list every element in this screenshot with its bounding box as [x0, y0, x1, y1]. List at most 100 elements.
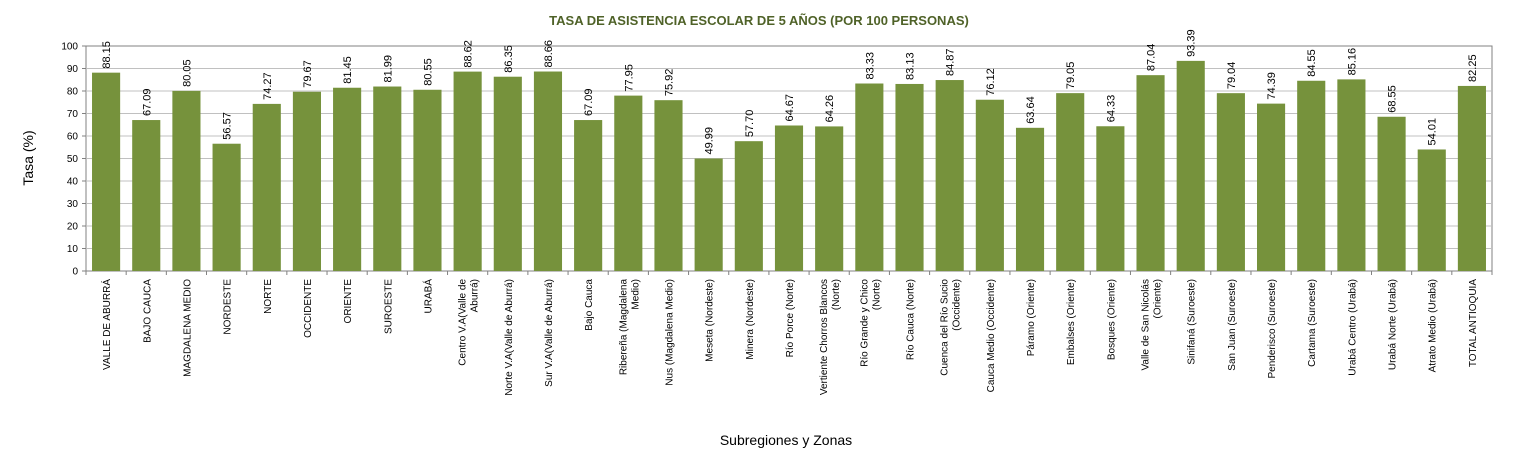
x-tick-label: Cuenca del Río Sucio: [940, 279, 951, 376]
data-label: 74.39: [1266, 72, 1278, 100]
bar: [1377, 116, 1406, 271]
bar: [132, 120, 161, 271]
bar: [855, 83, 884, 271]
x-tick-label: Centro V.A(Valle de: [458, 279, 469, 366]
bar: [1417, 149, 1446, 271]
data-label: 67.09: [141, 89, 153, 117]
data-labels: 88.15 67.09 80.05 56.57 74.27 79.67 81.45 81.99…: [101, 29, 1479, 154]
data-label: 49.99: [704, 127, 716, 155]
bar: [694, 158, 723, 271]
x-tick-label: Minera (Nordeste): [745, 279, 756, 360]
bar: [614, 95, 643, 271]
x-tick-label: Urabá Centro (Urabá): [1347, 279, 1358, 376]
x-axis-title: Subregiones y Zonas: [720, 432, 852, 448]
data-label: 64.67: [784, 94, 796, 122]
data-label: 74.27: [262, 72, 274, 100]
x-axis: VALLE DE ABURRÁ BAJO CAUCA MAGDALENA MEDIO…: [85, 271, 1493, 396]
data-label: 88.15: [101, 41, 113, 69]
y-tick-label: 20: [67, 222, 79, 233]
y-tick-label: 70: [67, 109, 79, 120]
bar: [1136, 75, 1165, 271]
bar: [373, 86, 402, 272]
bar: [1457, 85, 1486, 271]
data-label: 79.67: [302, 60, 314, 88]
x-tick-label: NORTE: [263, 279, 274, 314]
data-label: 79.05: [1065, 62, 1077, 90]
bar: [895, 83, 924, 272]
x-tick-label: Cauca Medio (Occidente): [986, 279, 997, 392]
x-tick-label: Valle de San Nicolás: [1141, 279, 1152, 371]
data-label: 87.04: [1146, 44, 1158, 72]
data-label: 86.35: [503, 45, 515, 73]
data-label: 57.70: [744, 110, 756, 138]
bar: [453, 71, 482, 271]
bar: [1337, 79, 1366, 271]
data-label: 79.04: [1226, 62, 1238, 90]
bar: [533, 71, 563, 271]
x-tick-label: Bajo Cauca: [584, 279, 595, 331]
x-tick-label: Sur V.A(Valle de Aburrá): [544, 279, 555, 387]
data-label: 77.95: [623, 64, 635, 92]
y-axis: 0 10 20 30 40 50 60 70 80 90 100: [61, 42, 86, 278]
bar: [935, 80, 964, 271]
data-label: 84.55: [1306, 49, 1318, 77]
bar: [1216, 93, 1245, 271]
data-label: 83.13: [905, 52, 917, 80]
bar: [1096, 126, 1125, 271]
data-label: 88.62: [463, 40, 475, 68]
x-tick-label: OCCIDENTE: [303, 279, 314, 338]
y-axis-title: Tasa (%): [20, 130, 36, 185]
x-tick-label: Embalses (Oriente): [1066, 279, 1077, 365]
x-tick-label: Páramo (Oriente): [1026, 279, 1037, 356]
y-tick-label: 10: [67, 244, 79, 255]
bar: [654, 100, 683, 272]
bar: [212, 143, 241, 271]
data-label: 68.55: [1387, 85, 1399, 113]
bar: [734, 141, 763, 271]
x-tick-label: Atrato Medio (Urabá): [1428, 279, 1439, 372]
data-label: 67.09: [583, 89, 595, 117]
x-tick-label: Río Cauca (Norte): [906, 279, 917, 360]
data-label: 81.45: [342, 56, 354, 84]
x-tick-label: Norte V.A(Valle de Aburrá): [504, 279, 515, 396]
y-tick-label: 90: [67, 64, 79, 75]
data-label: 84.87: [945, 49, 957, 77]
data-label: 93.39: [1186, 29, 1198, 57]
data-label: 56.57: [222, 112, 234, 140]
bar: [1256, 103, 1286, 271]
x-tick-label: Nus (Magdalena Medio): [664, 279, 675, 386]
x-tick-label: San Juan (Suroeste): [1227, 279, 1238, 371]
x-tick-label: BAJO CAUCA: [142, 279, 153, 343]
bar: [333, 87, 362, 271]
x-tick-label: Aburrá): [470, 279, 481, 312]
x-tick-label: ORIENTE: [343, 279, 354, 324]
x-tick-label: Penderisco (Suroeste): [1267, 279, 1278, 379]
y-tick-label: 50: [67, 154, 79, 165]
x-tick-label: VALLE DE ABURRÁ: [100, 279, 113, 370]
x-tick-label: (Norte): [871, 279, 882, 310]
x-tick-label: TOTAL ANTIOQUIA: [1468, 279, 1479, 367]
bar: [975, 99, 1004, 271]
x-tick-label: Ribereña (Magdalena: [618, 279, 629, 376]
bar: [1176, 60, 1205, 272]
data-label: 81.99: [382, 55, 394, 83]
x-tick-label: Cartama (Suroeste): [1307, 279, 1318, 367]
x-tick-label: Sinifaná (Suroeste): [1187, 279, 1198, 365]
bars: [92, 60, 1486, 272]
data-label: 80.55: [422, 58, 434, 86]
data-label: 88.66: [543, 40, 555, 68]
bar: [1297, 80, 1326, 271]
bar: [493, 76, 522, 272]
bar: [413, 89, 442, 271]
x-tick-label: NORDESTE: [223, 279, 234, 335]
y-tick-label: 40: [67, 177, 79, 188]
x-tick-label: (Norte): [831, 279, 842, 310]
bar: [92, 72, 121, 271]
data-label: 63.64: [1025, 96, 1037, 124]
bar: [1015, 127, 1045, 271]
bar: [172, 90, 201, 271]
x-tick-label: Río Porce (Norte): [785, 279, 796, 357]
y-tick-label: 60: [67, 132, 79, 143]
